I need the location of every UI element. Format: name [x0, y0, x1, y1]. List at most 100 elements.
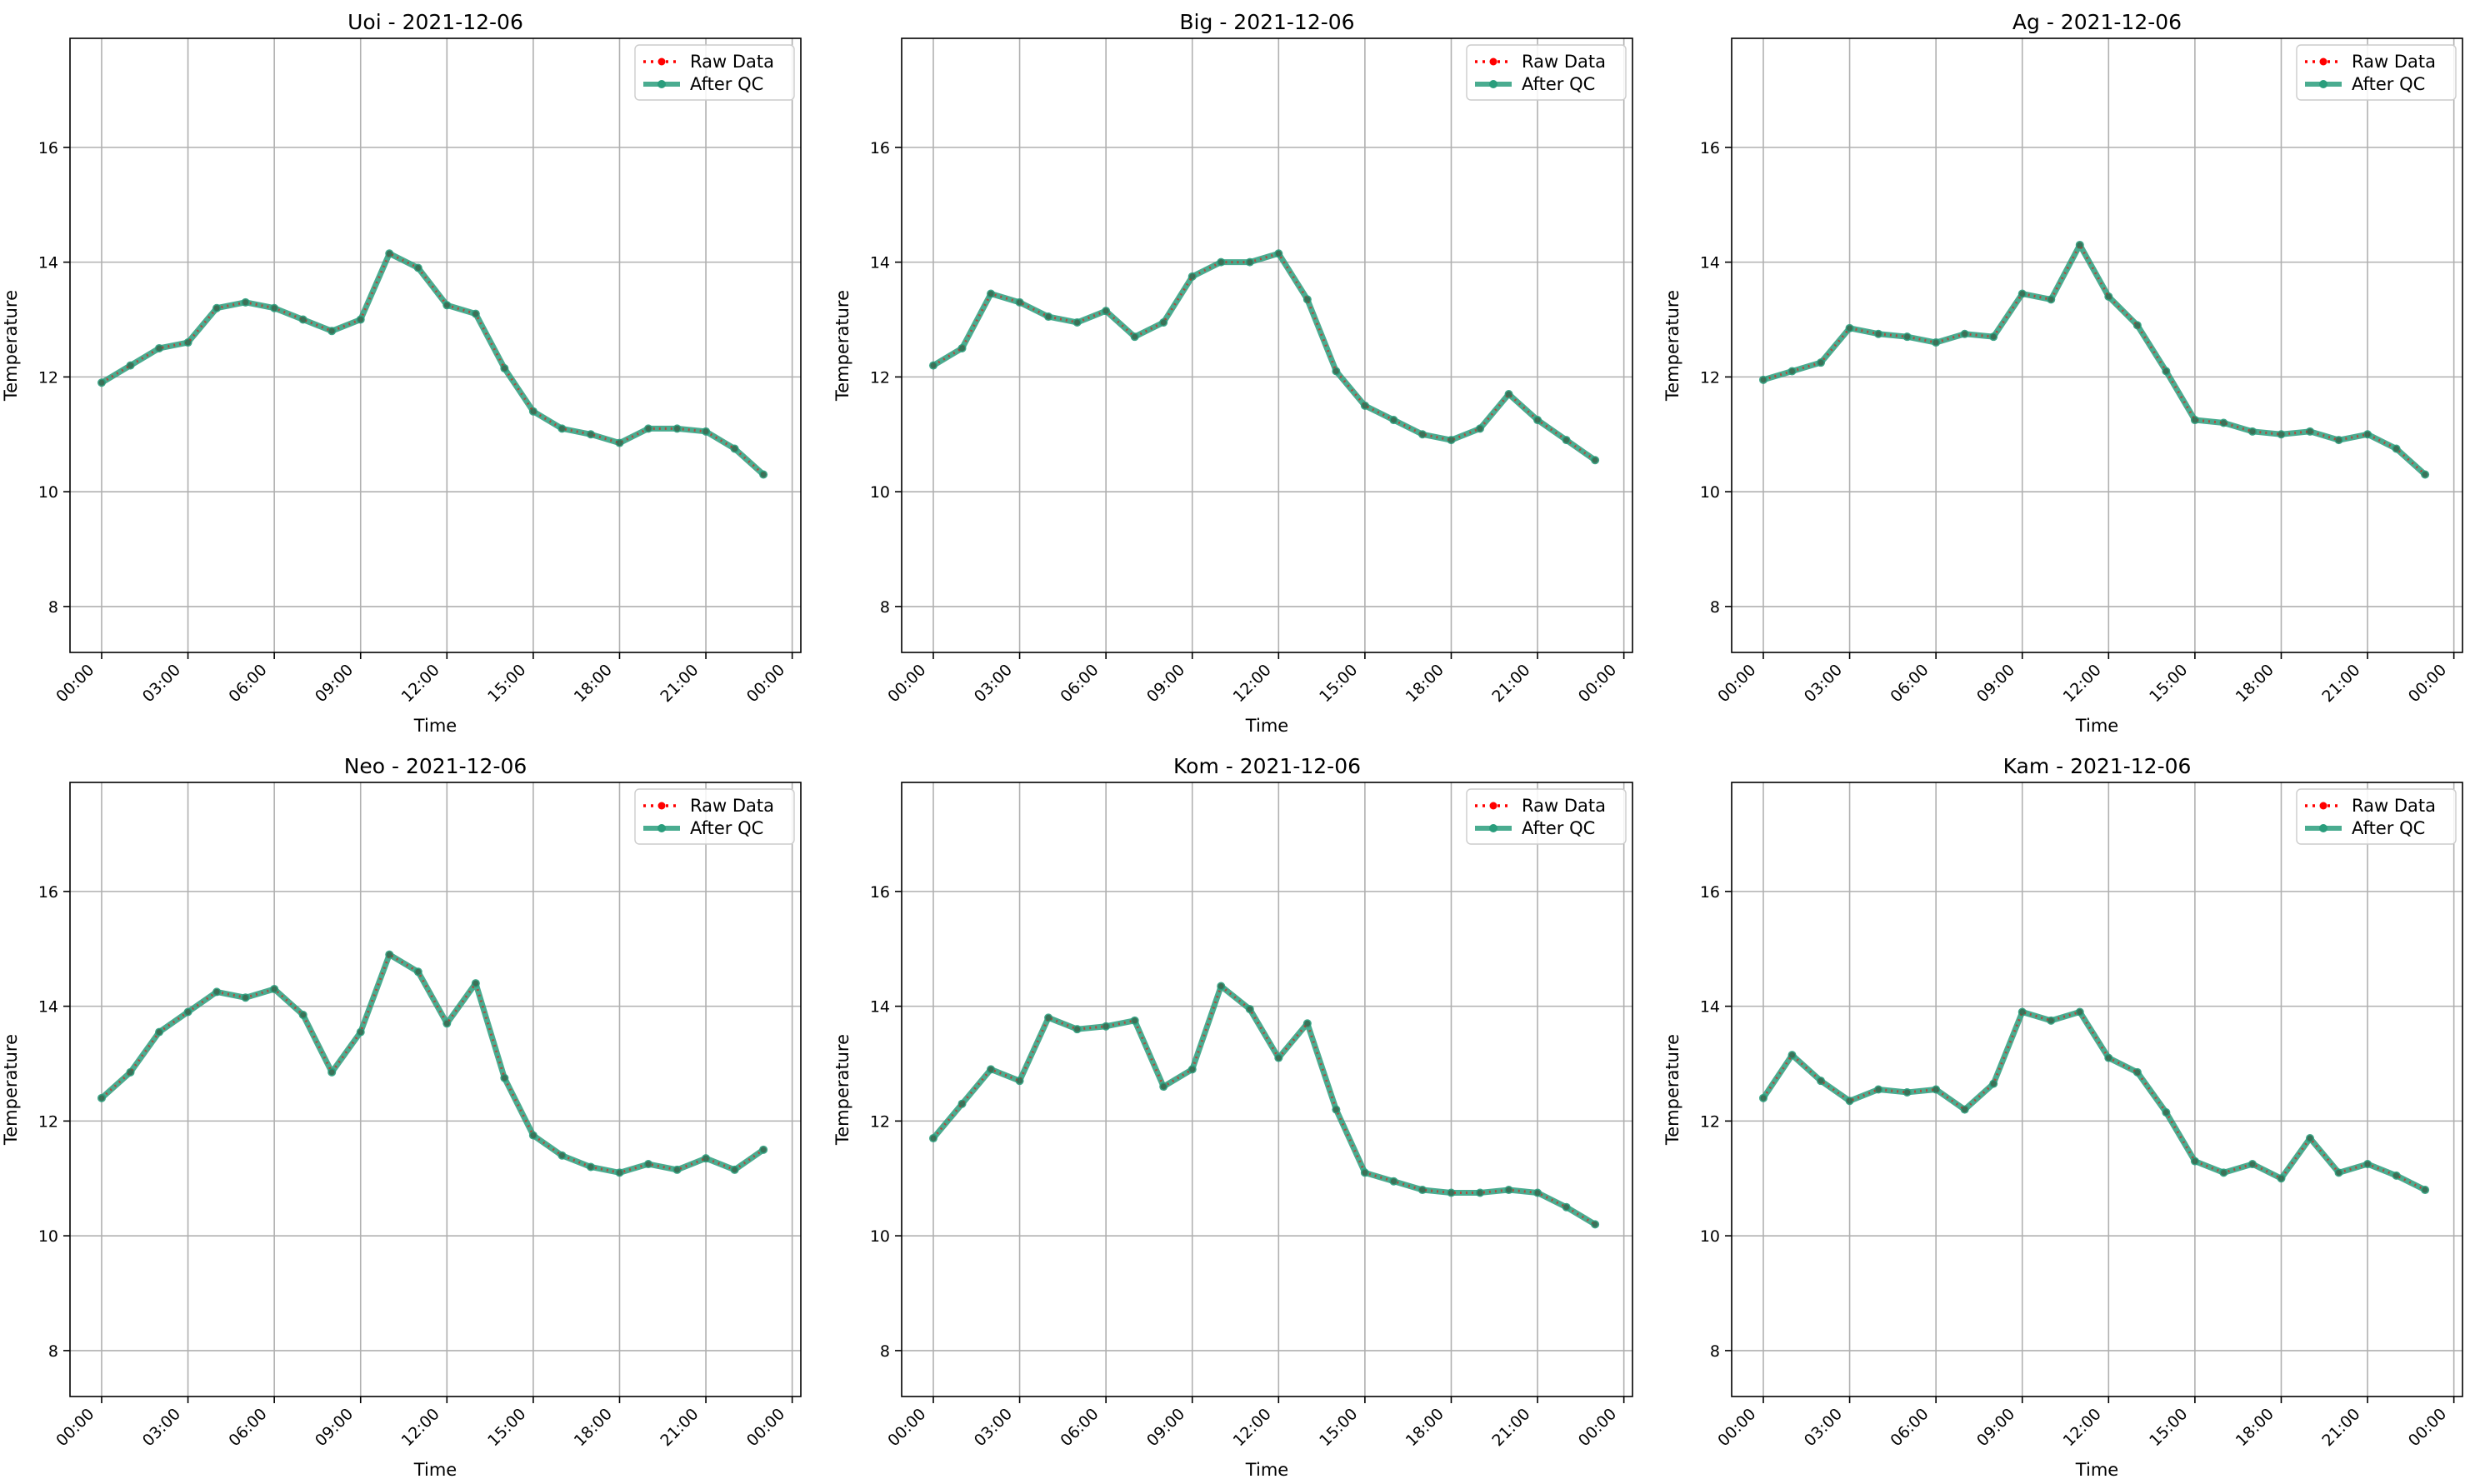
data-point-raw-data [1592, 457, 1598, 463]
chart-title: Neo - 2021-12-06 [344, 754, 528, 778]
x-axis-label: Time [413, 716, 457, 736]
y-axis-label: Temperature [1, 1034, 21, 1146]
data-point-raw-data [98, 1095, 105, 1102]
plot-area [902, 38, 1632, 652]
series-line-raw-data [932, 252, 1596, 462]
data-point-raw-data [185, 1009, 192, 1016]
data-point-raw-data [1990, 1081, 1997, 1087]
x-tick-label: 12:00 [398, 661, 443, 706]
data-point-raw-data [213, 988, 220, 995]
data-point-raw-data [1448, 437, 1454, 443]
data-point-raw-data [1247, 1006, 1253, 1012]
y-tick-label: 16 [870, 139, 890, 157]
data-point-raw-data [732, 1167, 738, 1173]
y-tick-label: 12 [870, 1112, 890, 1131]
data-point-raw-data [1132, 333, 1138, 340]
data-point-raw-data [185, 339, 192, 346]
x-tick-label: 21:00 [1488, 1405, 1533, 1450]
data-point-raw-data [1045, 1014, 1052, 1021]
data-point-raw-data [242, 299, 249, 306]
legend-marker-after-qc [2319, 80, 2328, 88]
data-point-raw-data [156, 1029, 162, 1036]
y-tick-label: 10 [870, 483, 890, 502]
legend-marker-raw-data [2319, 57, 2328, 66]
legend-label-raw-data: Raw Data [1522, 52, 1606, 72]
data-point-raw-data [128, 1069, 134, 1076]
series-line-raw-data [101, 252, 765, 476]
legend-marker-after-qc [658, 824, 666, 832]
y-tick-label: 10 [870, 1227, 890, 1246]
data-point-raw-data [1017, 299, 1023, 306]
x-tick-label: 18:00 [571, 661, 616, 706]
data-point-raw-data [1506, 1187, 1512, 1193]
data-point-raw-data [1592, 1221, 1598, 1227]
data-point-raw-data [415, 968, 422, 975]
data-point-raw-data [443, 302, 450, 308]
y-axis-label: Temperature [832, 1034, 852, 1146]
data-point-raw-data [2162, 1109, 2169, 1116]
chart-panel: 00:00 03:00 06:00 09:00 12:00 15:00 18:00 21:00… [1662, 754, 2463, 1480]
data-point-raw-data [1932, 1087, 1939, 1092]
x-tick-label: 00:00 [1714, 1405, 1759, 1450]
legend-label-after-qc: After QC [2352, 818, 2425, 838]
legend-marker-after-qc [1489, 80, 1498, 88]
data-point-raw-data [1904, 1089, 1911, 1096]
data-point-raw-data [156, 345, 162, 352]
data-point-raw-data [2422, 471, 2428, 477]
legend-marker-raw-data [658, 57, 666, 66]
x-tick-label: 00:00 [1575, 1405, 1620, 1450]
data-point-raw-data [1563, 1204, 1570, 1211]
data-point-raw-data [2048, 296, 2054, 302]
data-point-raw-data [2307, 428, 2313, 435]
data-point-raw-data [760, 1147, 767, 1153]
plot-area [70, 782, 801, 1397]
data-point-raw-data [415, 265, 422, 272]
chart-title: Kom - 2021-12-06 [1173, 754, 1361, 778]
x-tick-label: 18:00 [2232, 661, 2278, 706]
data-point-raw-data [2336, 1169, 2342, 1176]
data-point-raw-data [702, 1155, 709, 1162]
data-point-raw-data [616, 440, 622, 447]
x-tick-label: 00:00 [884, 1405, 929, 1450]
legend-marker-raw-data [1489, 57, 1498, 66]
x-tick-label: 03:00 [139, 661, 184, 706]
data-point-raw-data [2364, 431, 2371, 437]
data-point-raw-data [1904, 333, 1911, 340]
x-tick-label: 09:00 [1143, 661, 1188, 706]
data-point-raw-data [1362, 402, 1368, 409]
data-point-raw-data [558, 1152, 565, 1159]
data-point-raw-data [2220, 419, 2227, 426]
x-tick-label: 12:00 [2060, 661, 2105, 706]
y-axis-label: Temperature [1, 290, 21, 402]
data-point-raw-data [1477, 425, 1483, 432]
legend-label-raw-data: Raw Data [1522, 796, 1606, 816]
data-point-raw-data [1275, 250, 1282, 257]
data-point-raw-data [328, 1069, 335, 1076]
x-tick-label: 21:00 [2318, 661, 2363, 706]
legend-label-after-qc: After QC [2352, 74, 2425, 94]
x-tick-label: 18:00 [1402, 1405, 1448, 1450]
data-point-raw-data [1477, 1189, 1483, 1196]
data-point-raw-data [2134, 322, 2141, 328]
data-point-raw-data [2077, 1009, 2083, 1016]
series-line-raw-data [932, 984, 1596, 1226]
y-tick-label: 8 [48, 598, 58, 617]
x-tick-label: 12:00 [1230, 1405, 1275, 1450]
y-axis-label: Temperature [832, 290, 852, 402]
data-point-raw-data [213, 305, 220, 312]
plot-area [1732, 38, 2462, 652]
data-point-raw-data [2278, 1175, 2284, 1182]
data-point-raw-data [1362, 1169, 1368, 1176]
data-point-raw-data [674, 1167, 681, 1173]
x-tick-label: 06:00 [1887, 1405, 1932, 1450]
chart-panel: 00:00 03:00 06:00 09:00 12:00 15:00 18:00 21:00… [832, 10, 1633, 736]
data-point-raw-data [1160, 1083, 1167, 1090]
data-point-raw-data [98, 379, 105, 386]
x-tick-label: 09:00 [1973, 1405, 2018, 1450]
x-tick-label: 21:00 [2318, 1405, 2363, 1450]
y-tick-label: 8 [1710, 1342, 1720, 1361]
x-tick-label: 00:00 [2405, 661, 2450, 706]
x-tick-label: 06:00 [1057, 661, 1102, 706]
plot-area [1732, 782, 2462, 1397]
data-point-raw-data [732, 445, 738, 452]
